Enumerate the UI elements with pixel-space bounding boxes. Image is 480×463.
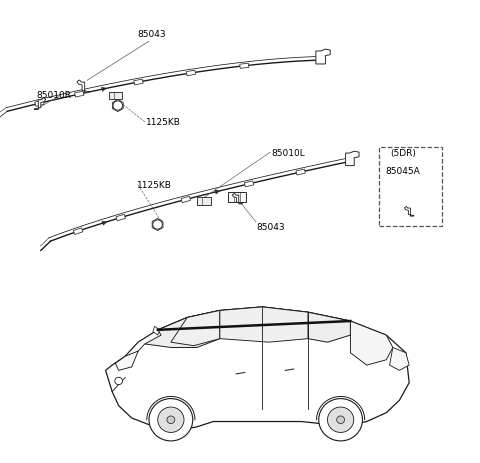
Circle shape (319, 399, 362, 441)
Polygon shape (232, 194, 242, 205)
Polygon shape (153, 326, 159, 335)
Text: 1125KB: 1125KB (146, 118, 181, 127)
Polygon shape (308, 313, 350, 343)
Text: 85045A: 85045A (386, 167, 420, 175)
Polygon shape (152, 219, 163, 231)
Bar (379, 148, 442, 227)
Bar (296, 170, 305, 175)
Polygon shape (77, 81, 89, 93)
Bar (73, 228, 83, 235)
Polygon shape (215, 190, 220, 195)
Polygon shape (125, 330, 161, 363)
Text: 1125KB: 1125KB (137, 181, 172, 190)
Circle shape (167, 416, 175, 424)
Circle shape (327, 407, 354, 432)
Polygon shape (145, 311, 220, 348)
Circle shape (113, 102, 122, 111)
Polygon shape (34, 99, 46, 110)
Circle shape (115, 377, 122, 385)
Polygon shape (316, 50, 330, 65)
Bar (35, 101, 44, 107)
Polygon shape (220, 307, 308, 343)
Polygon shape (115, 351, 138, 370)
Bar (181, 197, 191, 203)
Text: 85043: 85043 (137, 31, 166, 39)
Bar (240, 64, 249, 69)
Text: (5DR): (5DR) (390, 149, 416, 157)
Circle shape (158, 407, 184, 432)
Text: 85010R: 85010R (36, 90, 71, 100)
Bar (244, 181, 254, 188)
Polygon shape (346, 152, 359, 166)
Polygon shape (158, 307, 350, 335)
Bar (196, 198, 211, 205)
Bar (74, 92, 84, 98)
Text: 85010L: 85010L (271, 148, 305, 157)
Polygon shape (171, 311, 220, 346)
Bar (116, 215, 125, 221)
Polygon shape (106, 307, 409, 431)
Polygon shape (350, 321, 393, 365)
Polygon shape (390, 348, 409, 370)
Circle shape (153, 220, 162, 230)
FancyBboxPatch shape (228, 193, 246, 202)
Polygon shape (101, 88, 107, 92)
Text: 85043: 85043 (257, 222, 286, 231)
Bar (134, 80, 143, 86)
Polygon shape (404, 207, 414, 217)
Circle shape (149, 399, 193, 441)
Circle shape (336, 416, 345, 424)
Bar (186, 71, 196, 76)
Bar (108, 93, 122, 100)
Polygon shape (102, 221, 107, 226)
Polygon shape (112, 100, 123, 113)
